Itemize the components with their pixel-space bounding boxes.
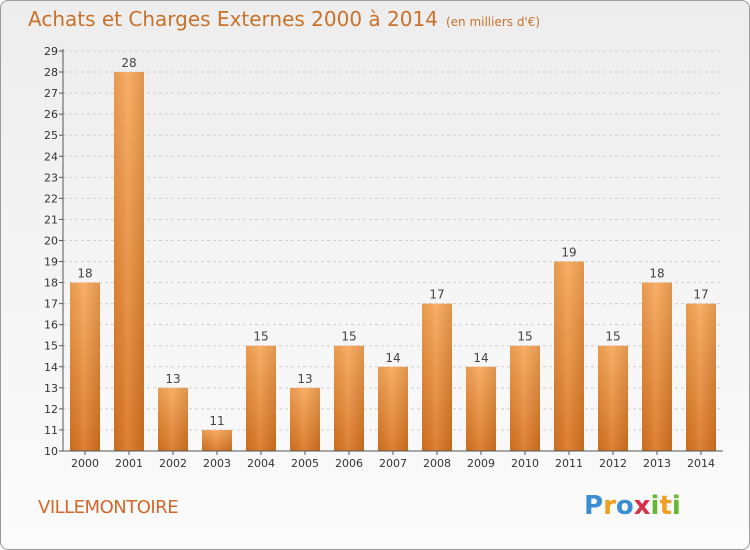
data-label: 14 [473,351,488,365]
x-tick-label: 2013 [643,457,671,470]
y-tick-label: 22 [44,192,58,205]
data-label: 11 [209,414,224,428]
y-tick-label: 25 [44,129,58,142]
bar-shade [598,345,628,451]
bar-shade [290,387,320,451]
bar-shade [554,261,584,451]
y-tick-label: 26 [44,108,58,121]
y-tick-label: 13 [44,382,58,395]
x-tick-label: 2008 [423,457,451,470]
y-tick-label: 21 [44,213,58,226]
bar-shade [686,303,716,451]
chart-title-text: Achats et Charges Externes 2000 à 2014 [28,7,438,31]
chart-unit: (en milliers d'€) [445,15,541,29]
x-tick-label: 2014 [687,457,715,470]
y-tick-label: 23 [44,171,58,184]
data-label: 18 [649,267,664,281]
y-tick-label: 20 [44,234,58,247]
x-tick-label: 2003 [203,457,231,470]
data-label: 15 [253,330,268,344]
bar-shade [510,345,540,451]
x-tick-label: 2005 [291,457,319,470]
y-tick-label: 10 [44,445,58,458]
y-tick-label: 17 [44,298,58,311]
x-tick-label: 2009 [467,457,495,470]
data-label: 13 [297,372,312,386]
data-label: 28 [121,56,136,70]
x-tick-label: 2007 [379,457,407,470]
bar-shade [378,366,408,451]
bar-shade [246,345,276,451]
data-label: 15 [605,330,620,344]
chart-title: Achats et Charges Externes 2000 à 2014 (e… [28,7,540,31]
bar-shade [202,429,232,451]
data-label: 14 [385,351,400,365]
data-label: 17 [693,288,708,302]
y-tick-label: 27 [44,87,58,100]
y-tick-label: 11 [44,424,58,437]
city-name: VILLEMONTOIRE [38,497,179,518]
x-tick-label: 2006 [335,457,363,470]
y-tick-label: 12 [44,403,58,416]
y-tick-label: 28 [44,66,58,79]
bar-shade [422,303,452,451]
bar-shade [466,366,496,451]
data-label: 13 [165,372,180,386]
bar-shade [158,387,188,451]
data-label: 17 [429,288,444,302]
data-label: 18 [77,267,92,281]
y-tick-label: 15 [44,340,58,353]
y-tick-label: 24 [44,150,58,163]
data-label: 15 [341,330,356,344]
proxiti-logo[interactable]: Proxiti [584,491,681,521]
y-tick-label: 14 [44,361,58,374]
x-tick-label: 2000 [71,457,99,470]
bar-shade [642,282,672,451]
bar-shade [114,72,144,451]
y-tick-label: 19 [44,256,58,269]
y-tick-label: 16 [44,319,58,332]
y-tick-label: 29 [44,45,58,58]
y-tick-label: 18 [44,277,58,290]
x-tick-label: 2012 [599,457,627,470]
data-label: 19 [561,246,576,260]
x-tick-label: 2011 [555,457,583,470]
bar-shade [70,282,100,451]
x-tick-label: 2004 [247,457,275,470]
x-tick-label: 2010 [511,457,539,470]
data-label: 15 [517,330,532,344]
x-tick-label: 2002 [159,457,187,470]
bar-shade [334,345,364,451]
x-tick-label: 2001 [115,457,143,470]
